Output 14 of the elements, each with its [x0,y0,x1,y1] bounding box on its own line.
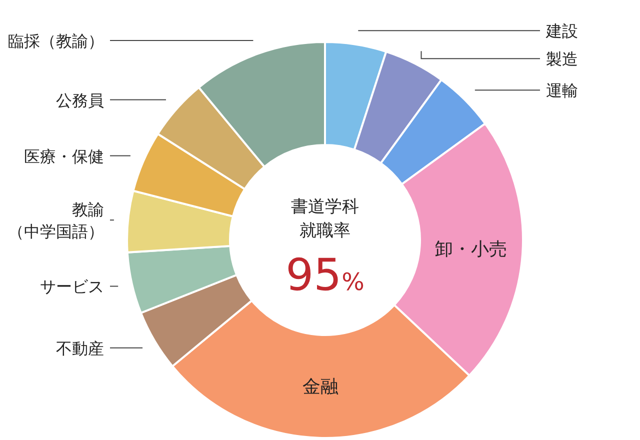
text: 就職率 [300,221,350,241]
text: 95% [286,250,364,301]
slice-label: サービス [40,277,104,296]
slice-label: 臨採（教諭） [8,32,104,51]
text: 書道学科 [291,197,359,217]
slice-label: 金融 [302,376,338,398]
slice-label: 運輸 [546,81,578,100]
slice-label: 医療・保健 [24,146,104,166]
slice-label: 建設 [545,22,578,41]
slice-label: 不動産 [56,338,104,358]
slice-label: 卸・小売 [435,239,508,260]
slice-label: 公務員 [56,90,104,110]
slice-label: 製造 [546,50,578,69]
slice-label: 教諭（中学国語） [8,200,104,242]
